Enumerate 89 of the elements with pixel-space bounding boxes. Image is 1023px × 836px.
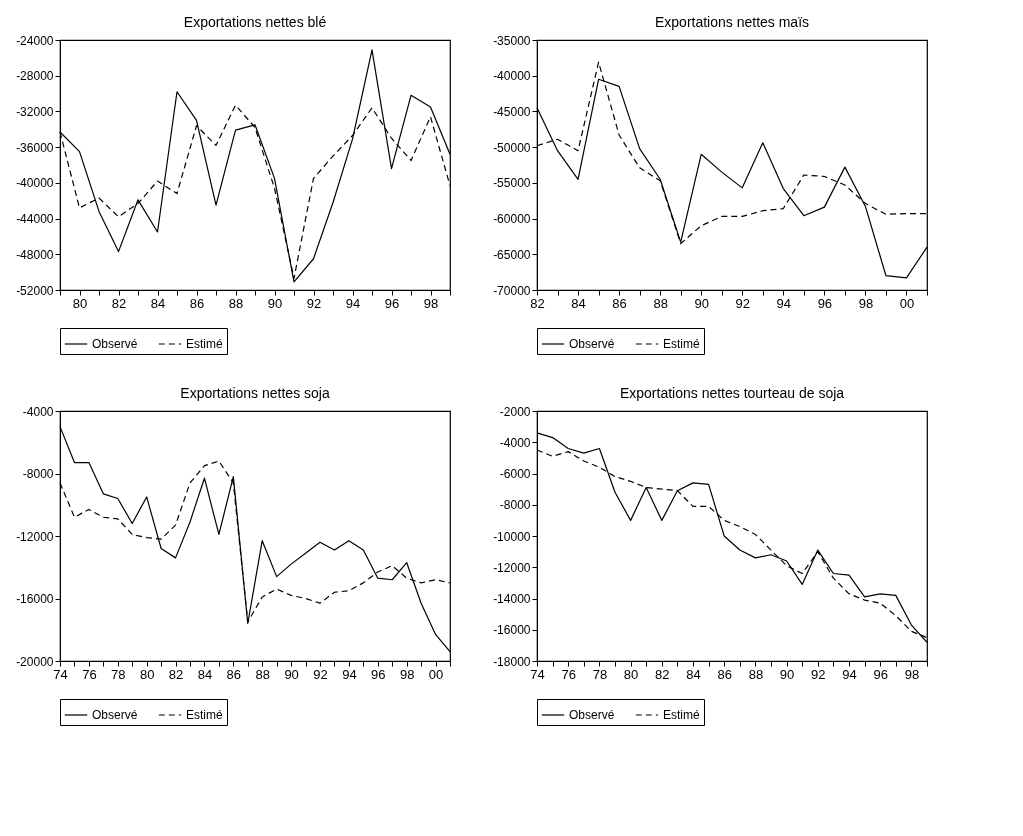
y-tick-label: -35000 bbox=[493, 33, 531, 48]
y-tick-label: -36000 bbox=[16, 140, 54, 155]
x-tick-label: 86 bbox=[717, 666, 732, 682]
chart-title: Exportations nettes maïs bbox=[654, 14, 810, 30]
x-tick-label: 76 bbox=[561, 666, 576, 682]
y-tick-label: -16000 bbox=[493, 623, 531, 638]
x-tick-label: 98 bbox=[423, 295, 439, 311]
y-tick-label: -4000 bbox=[499, 435, 531, 450]
chart-title: Exportations nettes blé bbox=[183, 14, 327, 30]
x-tick-label: 80 bbox=[623, 666, 639, 682]
y-tick-label: -20000 bbox=[16, 654, 54, 669]
x-tick-label: 98 bbox=[399, 666, 415, 682]
y-tick-label: -18000 bbox=[493, 654, 531, 669]
x-tick-label: 94 bbox=[342, 666, 357, 682]
y-tick-label: -52000 bbox=[16, 283, 54, 298]
x-tick-label: 00 bbox=[428, 666, 444, 682]
x-tick-label: 00 bbox=[899, 295, 915, 311]
x-tick-label: 96 bbox=[384, 295, 400, 311]
y-tick-label: -48000 bbox=[16, 247, 54, 262]
x-tick-label: 80 bbox=[72, 295, 88, 311]
chart-title: Exportations nettes soja bbox=[180, 385, 330, 401]
x-tick-label: 98 bbox=[904, 666, 920, 682]
x-tick-label: 90 bbox=[267, 295, 283, 311]
x-tick-label: 86 bbox=[612, 295, 627, 311]
y-tick-label: -28000 bbox=[16, 69, 54, 84]
x-tick-label: 90 bbox=[779, 666, 795, 682]
x-tick-label: 86 bbox=[226, 666, 242, 682]
x-tick-label: 78 bbox=[592, 666, 608, 682]
x-tick-label: 92 bbox=[306, 295, 322, 311]
legend-label: Estimé bbox=[663, 708, 700, 722]
y-tick-label: -12000 bbox=[493, 560, 531, 575]
y-tick-label: -14000 bbox=[493, 592, 531, 606]
legend-label: Estimé bbox=[186, 708, 223, 722]
x-tick-label: 84 bbox=[571, 295, 586, 311]
x-tick-label: 82 bbox=[111, 295, 127, 311]
y-tick-label: -8000 bbox=[499, 498, 531, 513]
y-tick-label: -70000 bbox=[493, 283, 531, 298]
x-tick-label: 76 bbox=[82, 666, 97, 682]
y-tick-label: -65000 bbox=[493, 247, 531, 262]
x-tick-label: 96 bbox=[371, 666, 386, 682]
y-tick-label: -40000 bbox=[16, 176, 54, 191]
x-tick-label: 94 bbox=[776, 295, 792, 311]
x-tick-label: 92 bbox=[735, 295, 750, 311]
x-tick-label: 88 bbox=[748, 666, 764, 682]
y-tick-label: -44000 bbox=[16, 212, 54, 227]
y-tick-label: -10000 bbox=[493, 529, 531, 544]
y-tick-label: -6000 bbox=[499, 467, 531, 481]
x-tick-label: 84 bbox=[686, 666, 701, 682]
y-tick-label: -24000 bbox=[16, 33, 54, 48]
x-tick-label: 86 bbox=[189, 295, 205, 311]
x-tick-label: 92 bbox=[811, 666, 826, 682]
x-tick-label: 94 bbox=[345, 295, 361, 311]
x-tick-label: 96 bbox=[817, 295, 833, 311]
x-tick-label: 74 bbox=[53, 666, 68, 682]
legend-label: Observé bbox=[569, 708, 615, 722]
x-tick-label: 80 bbox=[139, 666, 155, 682]
x-tick-label: 96 bbox=[873, 666, 888, 682]
x-tick-label: 90 bbox=[284, 666, 299, 682]
y-tick-label: -4000 bbox=[22, 404, 54, 419]
y-tick-label: -2000 bbox=[499, 404, 531, 419]
x-tick-label: 82 bbox=[530, 295, 545, 311]
legend-label: Estimé bbox=[663, 337, 700, 351]
x-tick-label: 88 bbox=[255, 666, 270, 682]
x-tick-label: 82 bbox=[655, 666, 670, 682]
x-tick-label: 88 bbox=[228, 295, 244, 311]
y-tick-label: -50000 bbox=[493, 140, 531, 155]
x-tick-label: 94 bbox=[842, 666, 857, 682]
chart-title: Exportations nettes tourteau de soja bbox=[619, 385, 845, 401]
x-tick-label: 78 bbox=[111, 666, 126, 682]
x-tick-label: 84 bbox=[197, 666, 213, 682]
y-tick-label: -60000 bbox=[493, 212, 531, 227]
x-tick-label: 92 bbox=[313, 666, 328, 682]
x-tick-label: 90 bbox=[694, 295, 709, 311]
y-tick-label: -12000 bbox=[16, 529, 54, 544]
y-tick-label: -45000 bbox=[493, 104, 531, 119]
x-tick-label: 88 bbox=[653, 295, 668, 311]
y-tick-label: -55000 bbox=[493, 176, 531, 191]
y-tick-label: -8000 bbox=[22, 467, 54, 481]
x-tick-label: 74 bbox=[530, 666, 545, 682]
y-tick-label: -16000 bbox=[16, 592, 54, 606]
legend-label: Observé bbox=[569, 337, 615, 351]
y-tick-label: -32000 bbox=[16, 104, 54, 119]
legend-label: Observé bbox=[92, 708, 138, 722]
legend-label: Estimé bbox=[186, 337, 223, 351]
x-tick-label: 98 bbox=[858, 295, 874, 311]
y-tick-label: -40000 bbox=[493, 69, 531, 84]
legend-label: Observé bbox=[92, 337, 138, 351]
x-tick-label: 82 bbox=[168, 666, 184, 682]
x-tick-label: 84 bbox=[150, 295, 166, 311]
